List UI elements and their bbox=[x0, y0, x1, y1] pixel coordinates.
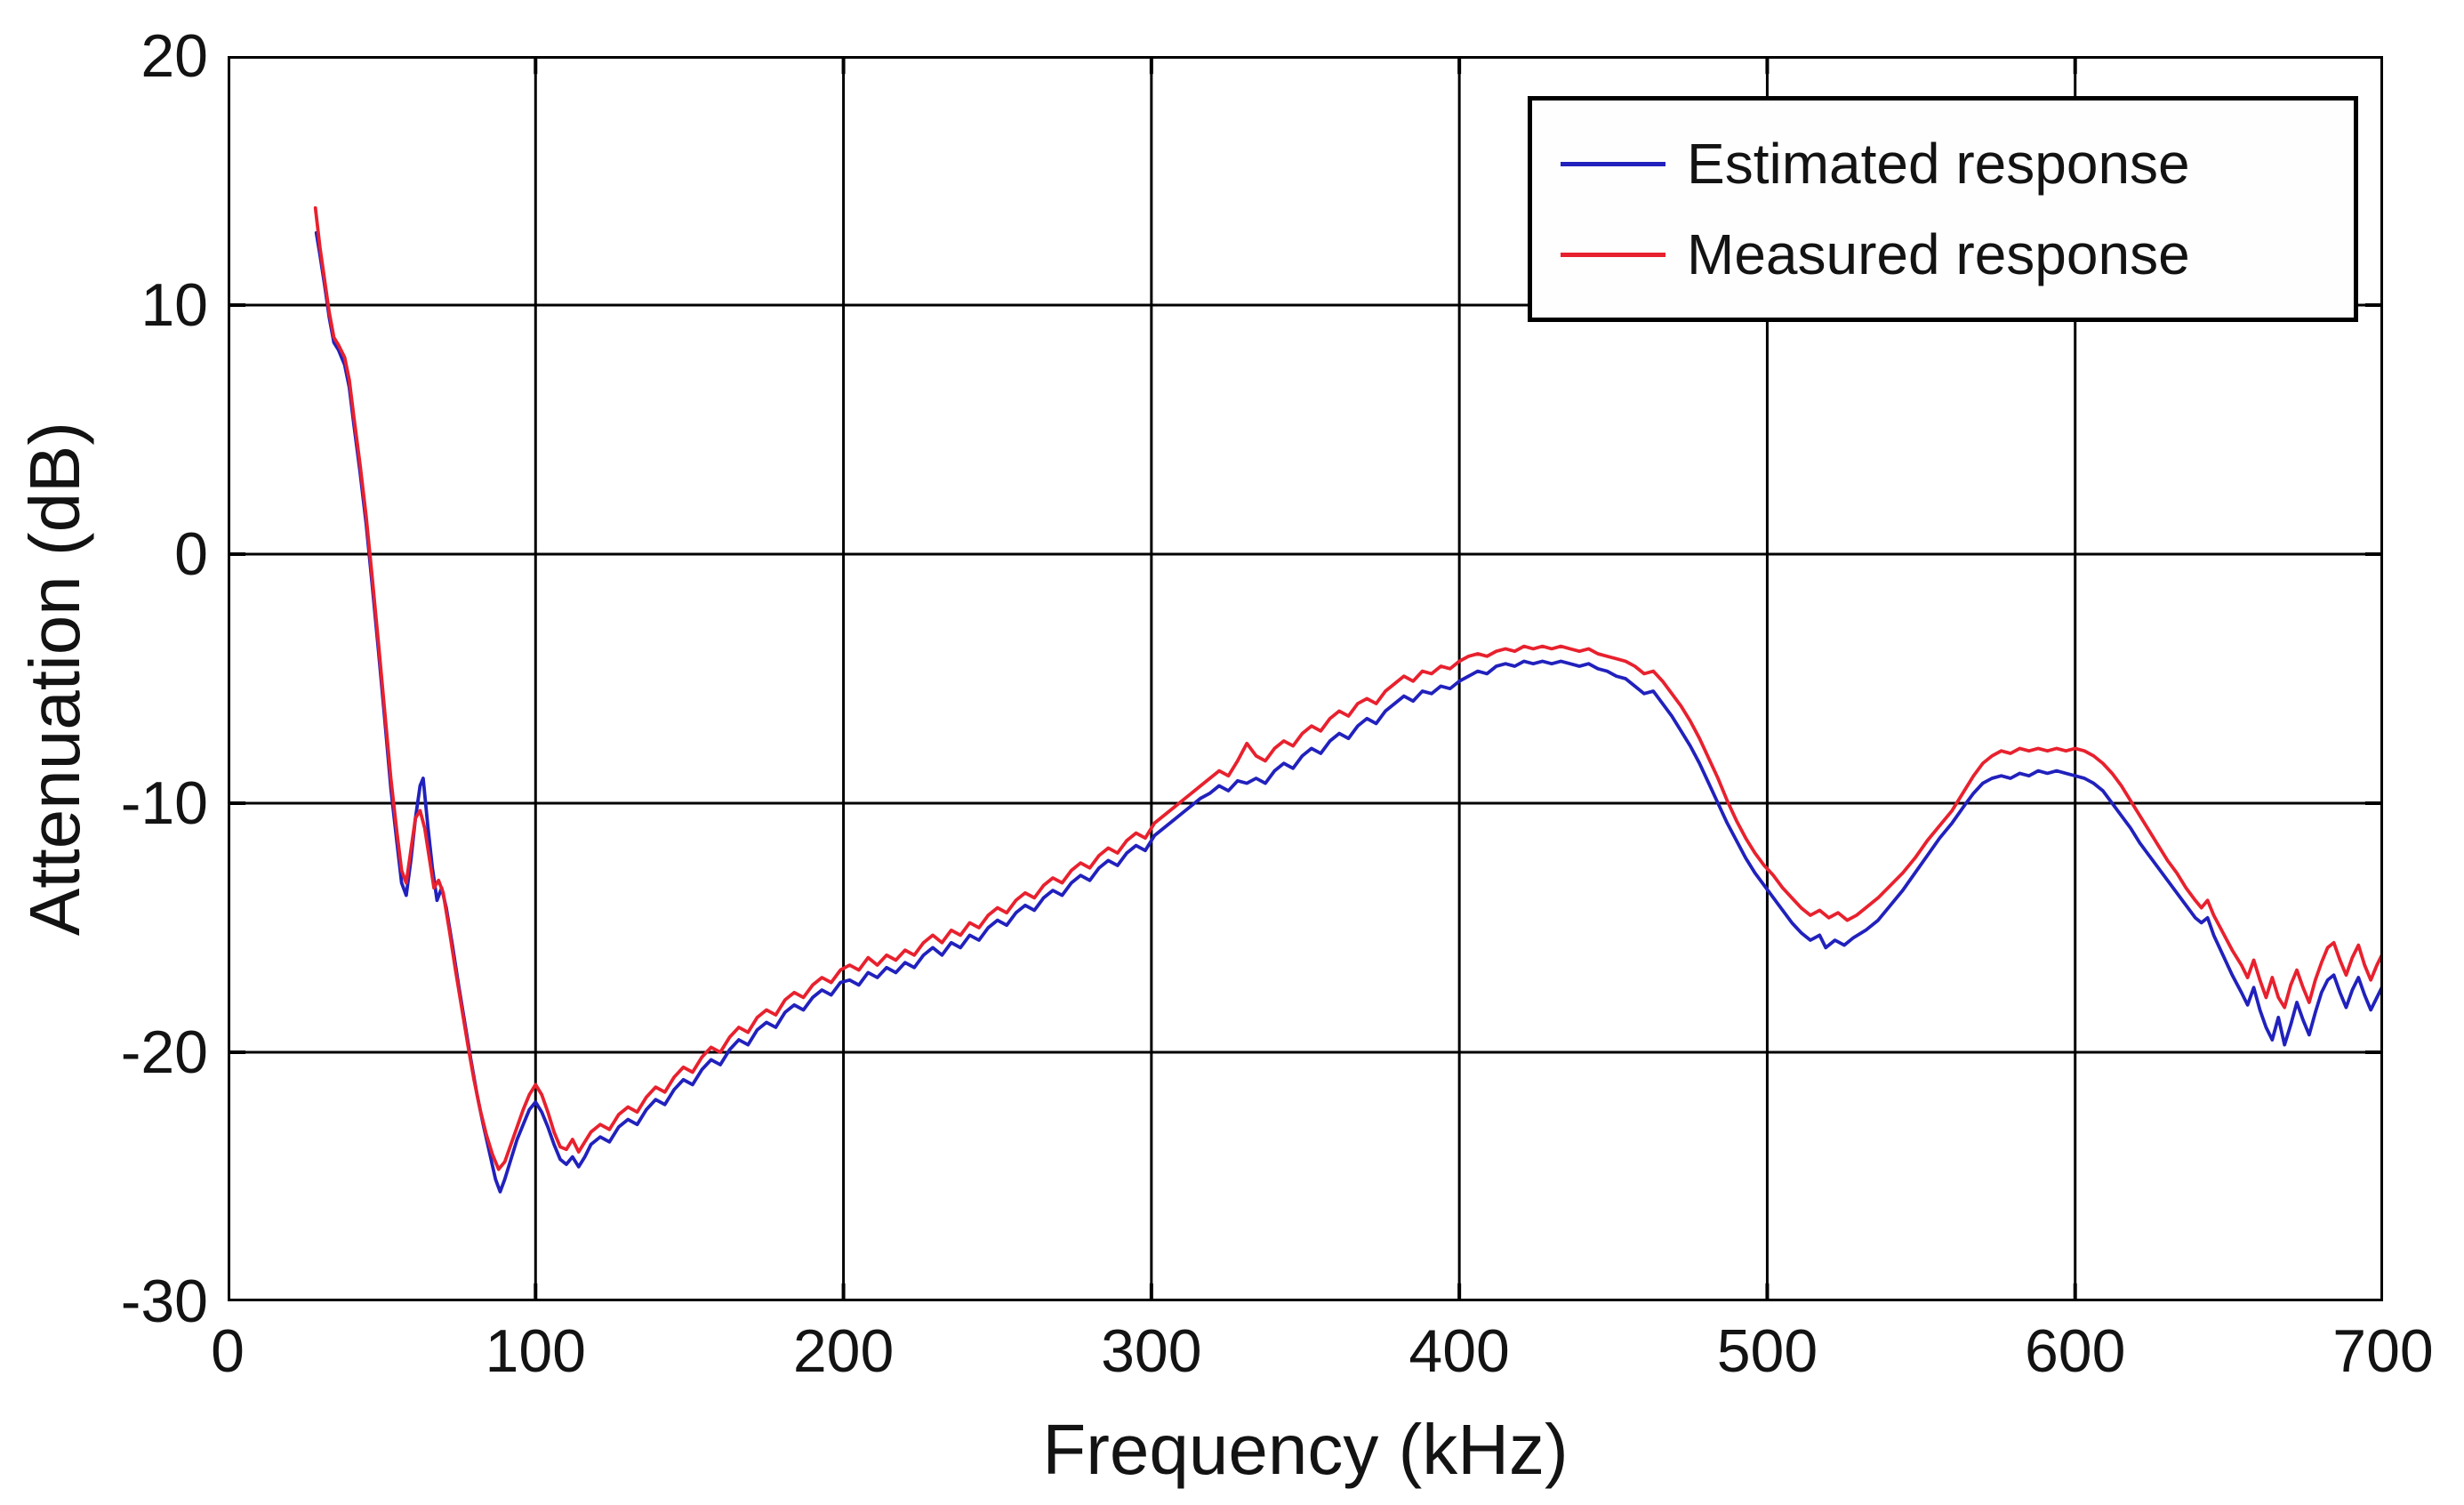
x-tick-label: 300 bbox=[1101, 1317, 1202, 1385]
y-tick-label: 20 bbox=[140, 22, 208, 90]
x-axis-title: Frequency (kHz) bbox=[1042, 1410, 1569, 1489]
x-tick-label: 700 bbox=[2332, 1317, 2434, 1385]
legend-label: Measured response bbox=[1687, 222, 2190, 286]
y-tick-label: -10 bbox=[120, 769, 208, 837]
x-tick-label: 100 bbox=[485, 1317, 587, 1385]
y-tick-label: -30 bbox=[120, 1268, 208, 1335]
legend-label: Estimated response bbox=[1687, 132, 2190, 196]
legend-line-sample bbox=[1561, 161, 1665, 166]
series-line-estimated-response bbox=[317, 233, 2383, 1192]
y-tick-label: 0 bbox=[174, 520, 208, 588]
y-tick-label: 10 bbox=[140, 271, 208, 339]
legend-line-sample bbox=[1561, 252, 1665, 257]
x-tick-label: 600 bbox=[2024, 1317, 2126, 1385]
legend-item: Estimated response bbox=[1532, 131, 2354, 197]
y-tick-label: -20 bbox=[120, 1018, 208, 1086]
legend: Estimated response Measured response bbox=[1528, 96, 2358, 322]
series-line-measured-response bbox=[316, 208, 2383, 1170]
legend-item: Measured response bbox=[1532, 221, 2354, 287]
y-axis-title: Attenuation (dB) bbox=[15, 421, 94, 937]
x-tick-label: 500 bbox=[1716, 1317, 1818, 1385]
x-tick-label: 200 bbox=[792, 1317, 895, 1385]
x-tick-label: 0 bbox=[211, 1317, 245, 1385]
x-tick-label: 400 bbox=[1409, 1317, 1510, 1385]
